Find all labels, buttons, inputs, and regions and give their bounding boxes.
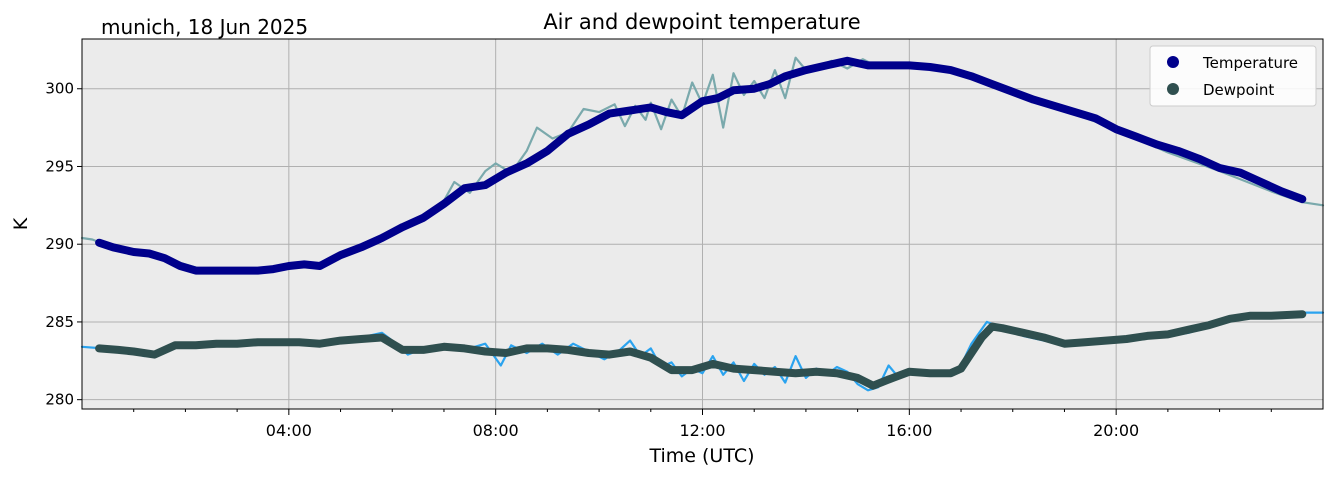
series-dewpoint-line	[95, 310, 1307, 390]
y-axis: 280 285 290 295 300	[45, 80, 82, 409]
location-label: munich, 18 Jun 2025	[101, 15, 308, 39]
legend-marker-dewpoint	[1167, 83, 1179, 95]
x-tick-label: 16:00	[886, 421, 932, 440]
y-tick-label: 295	[45, 157, 74, 175]
x-axis-label: Time (UTC)	[648, 445, 754, 467]
legend: Temperature Dewpoint	[1149, 45, 1317, 107]
x-tick-label: 04:00	[266, 421, 312, 440]
x-tick-label: 20:00	[1093, 421, 1139, 440]
x-tick-label: 08:00	[473, 421, 519, 440]
chart-title: Air and dewpoint temperature	[543, 10, 860, 34]
legend-box	[1149, 45, 1317, 107]
series-layer	[80, 56, 1325, 392]
y-axis-label: K	[10, 217, 32, 230]
legend-label-temperature: Temperature	[1202, 54, 1298, 72]
x-axis: 04:00 08:00 12:00 16:00 20:00	[133, 409, 1272, 440]
series-temperature-line	[95, 56, 1307, 275]
x-tick-label: 12:00	[679, 421, 725, 440]
y-tick-label: 285	[45, 313, 74, 331]
y-tick-label: 290	[45, 235, 74, 253]
y-tick-label: 280	[45, 391, 74, 409]
legend-marker-temperature	[1167, 56, 1179, 68]
legend-label-dewpoint: Dewpoint	[1203, 81, 1274, 99]
y-tick-label: 300	[45, 80, 74, 98]
